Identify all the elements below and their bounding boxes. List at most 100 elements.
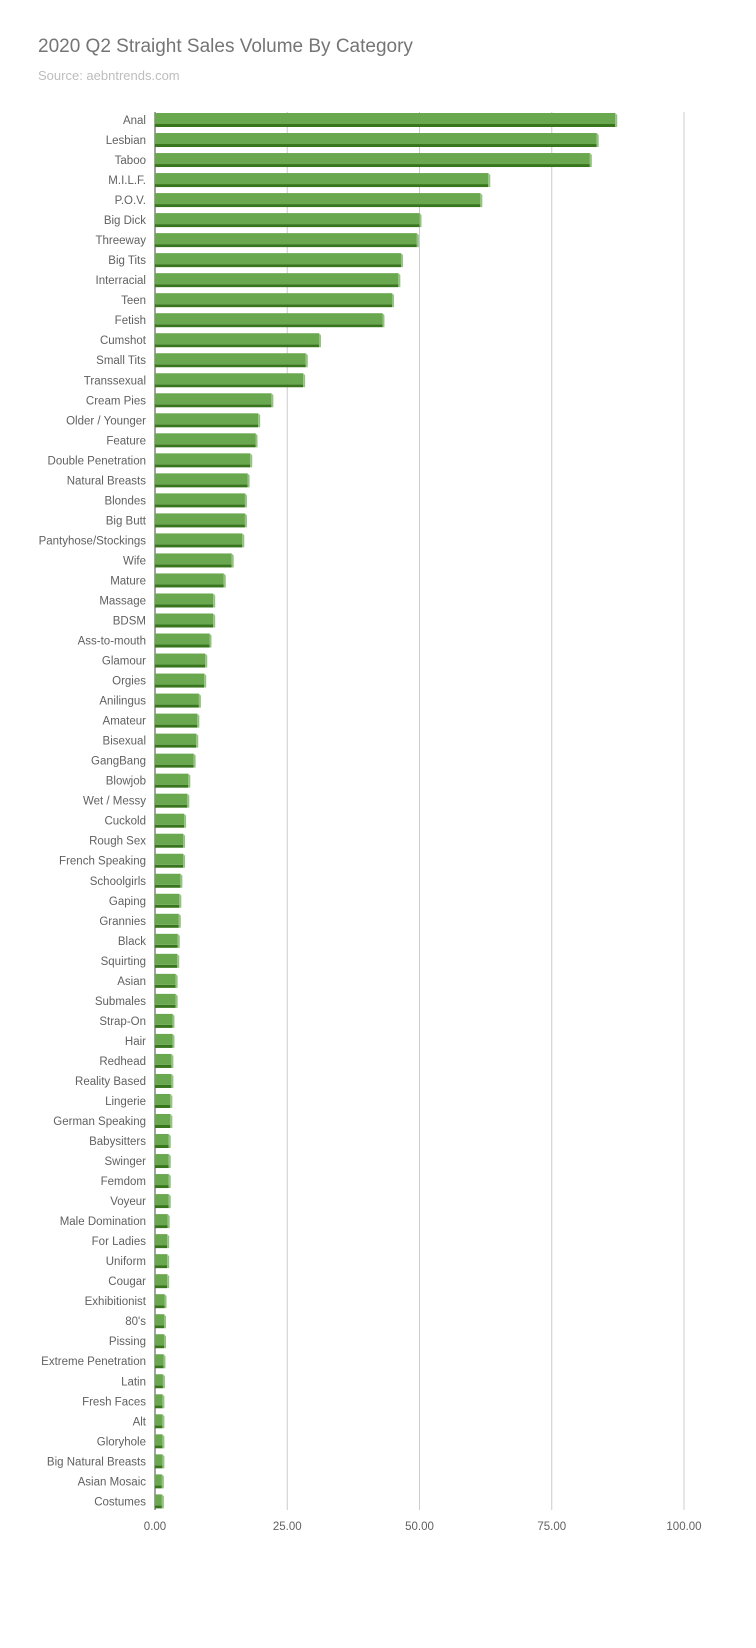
- bar: [155, 1294, 167, 1309]
- bar: [155, 993, 178, 1008]
- bar: [155, 513, 247, 528]
- bar-shadow: [155, 524, 245, 528]
- bar-shadow: [155, 1225, 168, 1229]
- bar-side: [162, 1434, 165, 1449]
- bar-side: [184, 813, 187, 828]
- bar-shadow: [155, 824, 185, 828]
- category-label: Anilingus: [99, 696, 146, 708]
- category-label: Pantyhose/Stockings: [39, 535, 147, 547]
- bar-face: [155, 113, 616, 124]
- bar-face: [155, 233, 417, 245]
- category-label: German Speaking: [53, 1116, 146, 1128]
- bar-face: [155, 293, 392, 305]
- bar-face: [155, 593, 214, 605]
- category-label: Cuckold: [104, 816, 146, 828]
- bar: [155, 1454, 165, 1469]
- bar: [155, 393, 274, 408]
- bar-side: [168, 1154, 171, 1169]
- bar-side: [172, 1013, 175, 1028]
- chart-subtitle: Source: aebntrends.com: [38, 68, 180, 83]
- bar-shadow: [155, 1385, 163, 1389]
- category-label: P.O.V.: [115, 195, 146, 207]
- bar-face: [155, 993, 176, 1005]
- bar-shadow: [155, 1445, 163, 1449]
- bar: [155, 293, 394, 308]
- bar-shadow: [155, 1004, 176, 1008]
- bar-side: [193, 753, 196, 768]
- category-label: Big Natural Breasts: [47, 1456, 146, 1468]
- bar-side: [209, 633, 212, 648]
- bar: [155, 1474, 164, 1489]
- category-label: Strap-On: [99, 1016, 146, 1028]
- bar-shadow: [155, 944, 178, 948]
- bar-side: [596, 133, 599, 148]
- bar: [155, 833, 186, 848]
- bar-side: [161, 1494, 164, 1509]
- bar-face: [155, 1013, 173, 1025]
- category-label: Amateur: [103, 716, 147, 728]
- bar-face: [155, 1394, 163, 1406]
- category-label: M.I.L.F.: [108, 175, 146, 187]
- bar: [155, 453, 253, 468]
- bar: [155, 613, 216, 628]
- bar-face: [155, 753, 194, 765]
- bar-face: [155, 553, 232, 565]
- bar-face: [155, 673, 205, 685]
- bar: [155, 1114, 173, 1128]
- bar-face: [155, 1053, 172, 1065]
- bar: [155, 573, 226, 588]
- bar: [155, 553, 234, 568]
- bar-side: [163, 1334, 166, 1349]
- bar-side: [162, 1414, 165, 1429]
- bar-shadow: [155, 384, 304, 388]
- bar-face: [155, 1234, 168, 1246]
- bar: [155, 233, 419, 248]
- bar-side: [187, 793, 190, 808]
- category-label: Uniform: [106, 1256, 146, 1268]
- bar-shadow: [155, 284, 399, 288]
- bar: [155, 913, 181, 928]
- bar-shadow: [155, 404, 272, 408]
- category-label: Cougar: [108, 1276, 146, 1288]
- bar-face: [155, 633, 210, 645]
- bar-shadow: [155, 1064, 172, 1068]
- bar-side: [180, 873, 183, 888]
- category-label: Extreme Penetration: [41, 1356, 146, 1368]
- bar-shadow: [155, 1104, 171, 1108]
- bar-side: [171, 1053, 174, 1068]
- bar-side: [213, 593, 216, 608]
- bar-side: [163, 1314, 166, 1329]
- category-label: Cumshot: [100, 335, 147, 347]
- category-label: Male Domination: [60, 1216, 146, 1228]
- bar-face: [155, 1354, 164, 1366]
- bar: [155, 873, 183, 888]
- bar: [155, 693, 201, 708]
- category-label: Mature: [110, 575, 146, 587]
- category-label: Latin: [121, 1376, 146, 1388]
- category-label: For Ladies: [92, 1236, 147, 1248]
- bar-side: [231, 553, 234, 568]
- bar-side: [305, 353, 308, 368]
- bar-shadow: [155, 544, 243, 548]
- category-label: Reality Based: [75, 1076, 146, 1088]
- x-tick-label: 25.00: [273, 1521, 302, 1533]
- bar-face: [155, 533, 243, 545]
- bar-side: [488, 173, 491, 188]
- category-label: Voyeur: [110, 1196, 146, 1208]
- category-label: Fetish: [115, 315, 146, 327]
- bar: [155, 1073, 174, 1088]
- bar-face: [155, 873, 181, 885]
- bar-face: [155, 273, 399, 285]
- bar-face: [155, 1494, 162, 1506]
- category-label: GangBang: [91, 756, 146, 768]
- bar: [155, 1093, 173, 1108]
- category-label: Rough Sex: [89, 836, 146, 848]
- category-label: Schoolgirls: [90, 876, 146, 888]
- bar-side: [162, 1454, 165, 1469]
- x-tick-label: 0.00: [144, 1521, 166, 1533]
- category-label: Orgies: [112, 676, 146, 688]
- bar-shadow: [155, 984, 176, 988]
- category-label: Wet / Messy: [83, 796, 146, 808]
- chart-title: 2020 Q2 Straight Sales Volume By Categor…: [38, 36, 413, 57]
- bar-face: [155, 1033, 173, 1045]
